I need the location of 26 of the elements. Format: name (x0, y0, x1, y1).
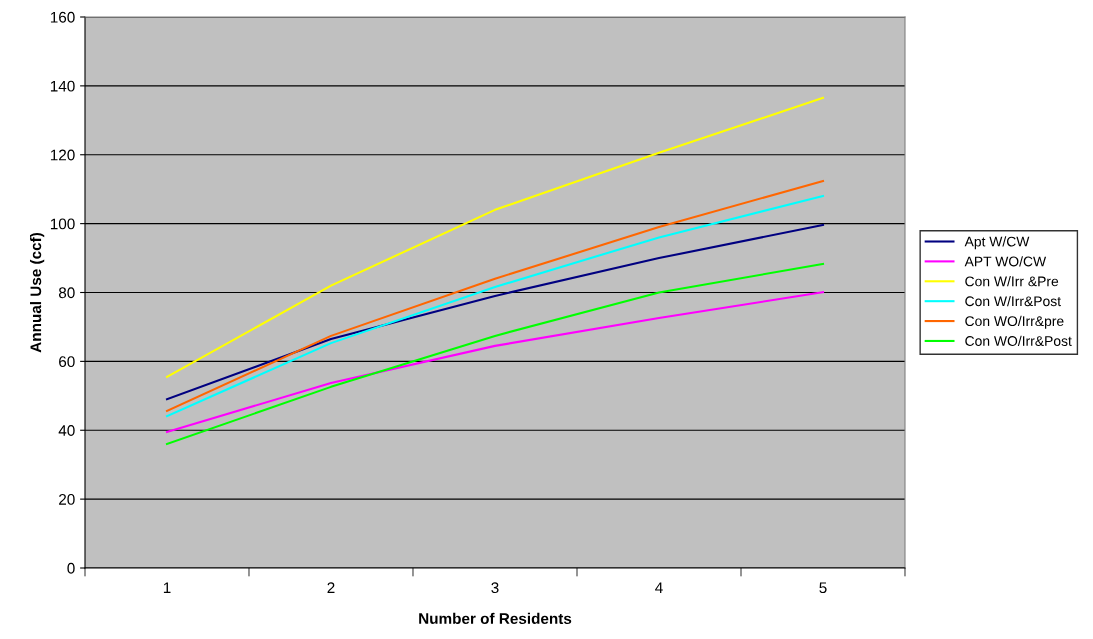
y-tick-label: 100 (50, 218, 75, 230)
x-tick-label: 4 (655, 582, 663, 593)
y-tick-label: 40 (58, 425, 75, 436)
x-axis-title: Number of Residents (419, 612, 572, 625)
line-series (165, 223, 825, 401)
x-tick-label: 1 (163, 582, 171, 593)
legend-label: Con WO/Irr&pre (965, 315, 1064, 329)
y-tick-label: 0 (67, 562, 75, 574)
y-tick-label: 80 (58, 287, 75, 299)
line-series (165, 96, 825, 378)
legend-label: Apt W/CW (964, 236, 1030, 250)
line-series (165, 262, 825, 446)
y-tick-label: 140 (50, 80, 75, 92)
x-tick-label: 3 (491, 582, 499, 594)
y-tick-label: 60 (59, 356, 75, 368)
y-axis-title: Annual Use (ccf) (29, 232, 45, 353)
legend-label: Con W/Irr &Pre (965, 276, 1059, 287)
line-series (165, 291, 825, 434)
y-tick-label: 120 (50, 149, 75, 161)
x-tick-label: 5 (819, 582, 827, 594)
y-tick-label: 160 (50, 11, 75, 23)
x-tick-label: 2 (327, 582, 335, 593)
legend-label: APT WO/CW (964, 256, 1047, 267)
legend-label: Con W/Irr&Post (965, 295, 1061, 307)
legend-label: Con WO/Irr&Post (965, 335, 1072, 346)
y-tick-label: 20 (59, 493, 75, 505)
